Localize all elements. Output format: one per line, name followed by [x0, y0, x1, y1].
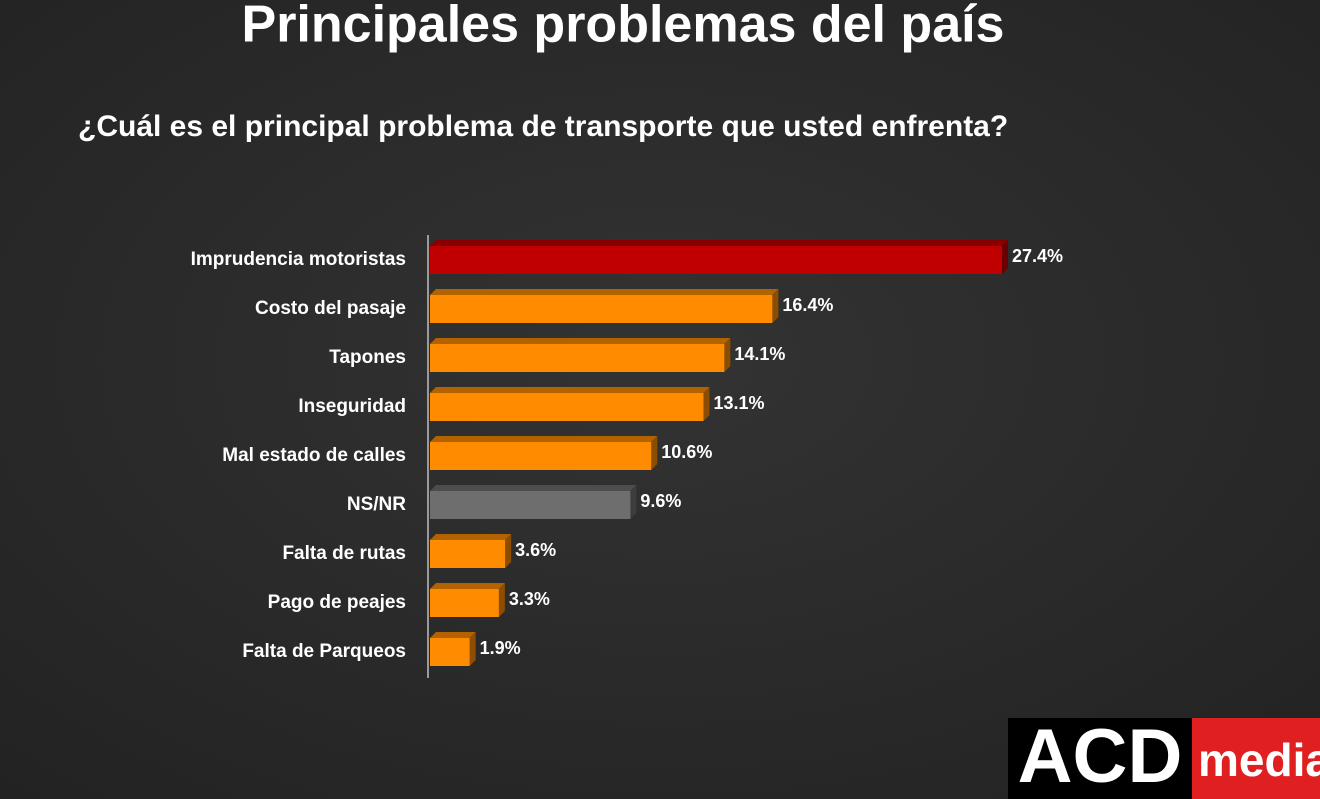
logo-right-box	[1192, 718, 1320, 799]
value-label: 10.6%	[661, 442, 712, 462]
chart-title: Principales problemas del país	[242, 0, 1005, 54]
logo-left-box	[1008, 718, 1192, 799]
y-tick-label: Mal estado de calles	[222, 445, 406, 466]
bar	[430, 246, 1002, 274]
bar	[430, 295, 773, 323]
bar	[430, 540, 506, 568]
bar-top	[430, 387, 710, 393]
bar-side	[505, 534, 512, 568]
bar-side	[1002, 240, 1008, 274]
bar-top	[430, 632, 476, 638]
bar-side	[772, 289, 779, 323]
bar-side	[469, 632, 476, 666]
y-tick-label: NS/NR	[347, 494, 406, 515]
value-label: 14.1%	[734, 344, 785, 364]
bar-side	[651, 436, 658, 470]
bar-top	[430, 240, 1008, 246]
bar-top	[430, 534, 512, 540]
bar-side	[630, 485, 637, 519]
bar	[430, 393, 704, 421]
bar	[430, 638, 470, 666]
value-label: 3.6%	[515, 540, 556, 560]
bar-top	[430, 338, 731, 344]
logo: ACD media	[1008, 714, 1320, 799]
value-label: 16.4%	[782, 295, 833, 315]
bar-side	[703, 387, 710, 421]
value-label: 13.1%	[713, 393, 764, 413]
bar-side	[724, 338, 731, 372]
value-label: 3.3%	[509, 589, 550, 609]
bar	[430, 491, 631, 519]
logo-right-text: media	[1198, 734, 1320, 786]
y-tick-label: Imprudencia motoristas	[191, 249, 406, 270]
value-label: 1.9%	[480, 638, 521, 658]
bar	[430, 344, 725, 372]
y-tick-label: Falta de Parqueos	[242, 641, 406, 662]
y-tick-label: Inseguridad	[298, 396, 406, 417]
bar-top	[430, 485, 637, 491]
bar	[430, 589, 499, 617]
value-label: 27.4%	[1012, 246, 1063, 266]
bar	[430, 442, 652, 470]
bar-top	[430, 436, 658, 442]
bar-top	[430, 289, 779, 295]
y-tick-label: Tapones	[329, 347, 406, 368]
logo-left-text: ACD	[1018, 714, 1183, 799]
bar-side	[498, 583, 505, 617]
value-label: 9.6%	[640, 491, 681, 511]
y-tick-label: Costo del pasaje	[255, 298, 406, 319]
bar-top	[430, 583, 505, 589]
chart-subtitle: ¿Cuál es el principal problema de transp…	[78, 110, 1008, 143]
y-tick-label: Falta de rutas	[282, 543, 406, 564]
y-tick-label: Pago de peajes	[268, 592, 406, 613]
